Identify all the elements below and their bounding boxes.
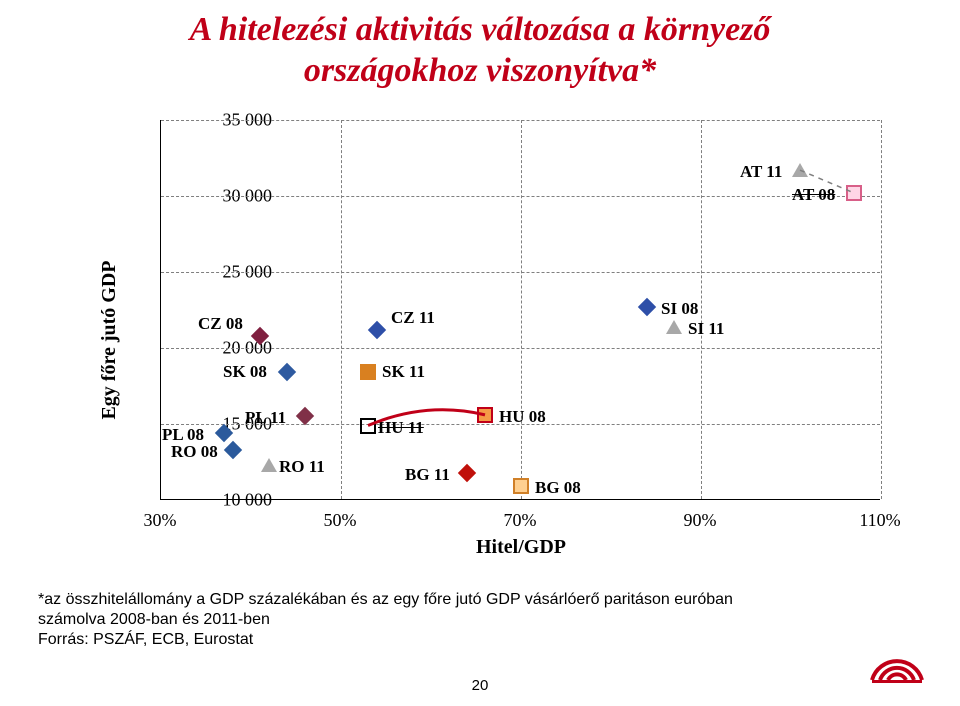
title-line-1: A hitelezési aktivitás változása a körny… [190, 11, 771, 48]
title-line-2: országokhoz viszonyítva* [304, 52, 656, 89]
footnote: *az összhitelállomány a GDP százalékában… [38, 590, 920, 650]
y-axis-title: Egy főre jutó GDP [98, 260, 121, 419]
slide-title: A hitelezési aktivitás változása a körny… [40, 10, 920, 92]
plot-area: CZ 08CZ 11SK 08SK 11PL 08PL 11RO 08RO 11… [160, 120, 880, 500]
page-number: 20 [0, 677, 960, 694]
x-tick-label: 70% [504, 510, 537, 531]
footnote-line-2: számolva 2008-ban és 2011-ben [38, 611, 270, 628]
x-tick-label: 30% [144, 510, 177, 531]
slide: A hitelezési aktivitás változása a körny… [0, 0, 960, 706]
chart: Egy főre jutó GDP 10 00015 00020 00025 0… [60, 120, 900, 560]
footnote-line-3: Forrás: PSZÁF, ECB, Eurostat [38, 631, 253, 648]
footnote-line-1: *az összhitelállomány a GDP százalékában… [38, 591, 733, 608]
x-tick-label: 90% [684, 510, 717, 531]
x-tick-label: 50% [324, 510, 357, 531]
x-axis-title: Hitel/GDP [161, 536, 881, 559]
x-tick-label: 110% [859, 510, 900, 531]
